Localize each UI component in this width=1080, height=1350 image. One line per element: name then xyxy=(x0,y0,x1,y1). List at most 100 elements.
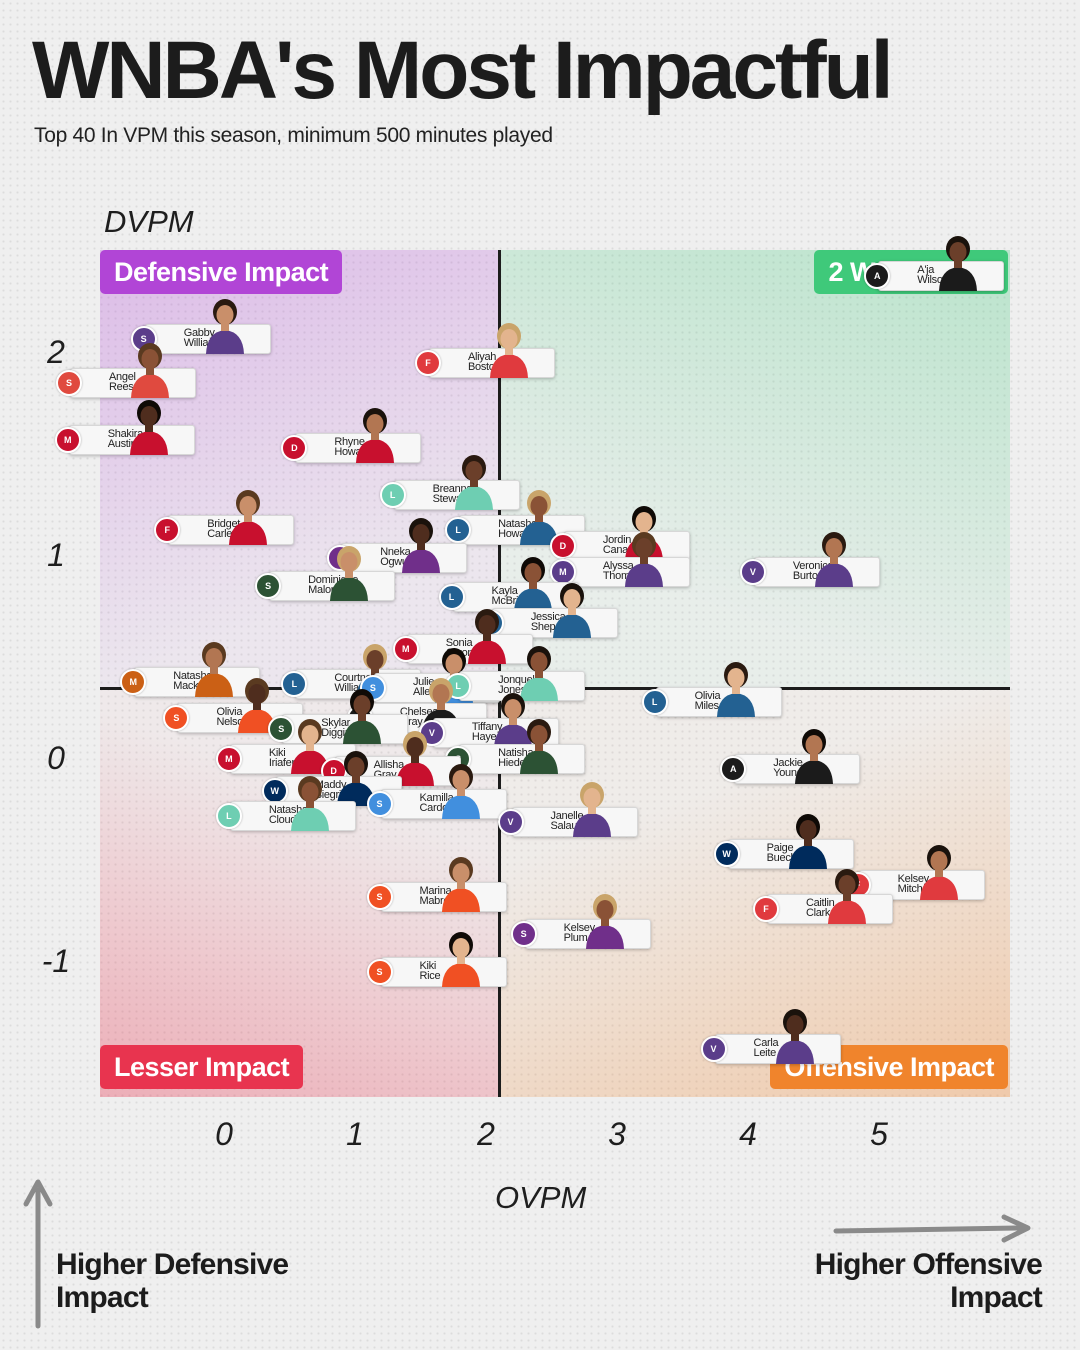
player-photo xyxy=(511,554,555,612)
footer-right-line2: Impact xyxy=(950,1281,1043,1314)
player-photo xyxy=(399,515,443,574)
team-logo-icon: D xyxy=(549,532,576,559)
x-tick-label: 0 xyxy=(215,1116,233,1152)
player-last-name: Gray xyxy=(399,716,423,729)
team-logo-icon: F xyxy=(154,516,181,543)
x-tick-label: 4 xyxy=(739,1116,757,1152)
player-last-name: Thomas xyxy=(602,570,641,583)
player-photo xyxy=(917,842,961,900)
player-photo xyxy=(812,529,856,588)
player-last-name: Boston xyxy=(467,361,501,374)
player-first-name: Jessica xyxy=(530,610,566,623)
player-photo xyxy=(393,728,437,787)
player-photo xyxy=(465,606,509,665)
footer-right-label: Higher Offensive Impact xyxy=(814,1248,1043,1314)
team-logo-icon: S xyxy=(268,715,295,742)
player-last-name: Mabrey xyxy=(419,895,455,908)
player-photo xyxy=(327,543,371,602)
player-last-name: Williams xyxy=(334,681,373,694)
player-last-name: Rice xyxy=(419,970,441,983)
player-last-name: Hayes xyxy=(471,730,502,743)
team-logo-icon: L xyxy=(215,802,242,829)
player-photo xyxy=(487,320,531,379)
player-last-name: Malonga xyxy=(308,584,349,597)
player-photo xyxy=(192,639,236,697)
y-tick-label: 2 xyxy=(47,334,65,370)
x-tick-label: 5 xyxy=(870,1116,888,1152)
player-first-name: Veronica xyxy=(792,560,834,573)
player-photo xyxy=(792,726,836,785)
player-first-name: Skylar xyxy=(321,716,351,729)
player-last-name: Wilson xyxy=(917,273,949,286)
team-logo-icon: S xyxy=(510,920,537,947)
player-first-name: Caitlin xyxy=(805,897,835,910)
team-logo-icon: L xyxy=(641,689,668,716)
team-logo-icon: S xyxy=(163,705,190,732)
player-first-name: Kamilla xyxy=(419,791,454,804)
team-logo-icon: F xyxy=(752,896,779,923)
player-last-name: Cloud xyxy=(268,813,297,826)
team-logo-icon: L xyxy=(379,482,406,509)
y-tick-label: -1 xyxy=(41,943,71,979)
player-last-name: Plum xyxy=(563,931,588,944)
player-first-name: Kelsey xyxy=(897,872,930,885)
player-first-name: Kiki xyxy=(268,747,286,759)
quadrant-bg-top-left xyxy=(100,250,500,689)
player-first-name: Jonquel xyxy=(498,673,535,686)
footer-left-label: Higher Defensive Impact xyxy=(56,1248,289,1314)
arrow-up-icon xyxy=(23,1179,53,1329)
player-photo xyxy=(353,405,397,464)
player-first-name: Marina xyxy=(419,885,452,898)
player-last-name: Iriafen xyxy=(268,757,298,769)
player-photo xyxy=(825,866,869,925)
player-first-name: Kayla xyxy=(491,584,518,597)
player-last-name: McBride xyxy=(491,594,531,607)
player-last-name: Leite xyxy=(753,1047,777,1060)
player-photo xyxy=(583,891,627,949)
x-tick-label: 2 xyxy=(477,1116,495,1152)
player-first-name: Chelsea xyxy=(399,706,439,719)
player-name-tag: Jonquel Jones xyxy=(459,670,586,701)
player-last-name: Gray xyxy=(373,769,397,782)
team-logo-icon: S xyxy=(366,959,393,986)
player-photo xyxy=(439,929,483,988)
player-photo xyxy=(439,854,483,913)
player-first-name: Kelsey xyxy=(563,921,596,934)
player-first-name: Natasha xyxy=(268,803,308,816)
player-first-name: Maddy xyxy=(314,779,347,792)
y-tick-label: 1 xyxy=(47,537,65,573)
player-first-name: Dominique xyxy=(308,574,359,587)
player-photo xyxy=(517,643,561,701)
player-last-name: Jones xyxy=(498,683,526,696)
x-tick-label: 1 xyxy=(346,1116,364,1152)
player-first-name: Paige xyxy=(766,842,794,855)
team-logo-icon: M xyxy=(54,427,81,454)
player-photo xyxy=(334,748,378,807)
player-first-name: Rhyne xyxy=(334,436,365,449)
player-last-name: Austin xyxy=(107,438,137,451)
team-logo-icon: S xyxy=(255,573,282,600)
player-first-name: Natasha xyxy=(498,517,537,530)
player-first-name: Kiki xyxy=(419,960,437,973)
player-last-name: Diggins xyxy=(321,726,356,739)
team-logo-icon: D xyxy=(281,435,308,462)
player-first-name: A'ja xyxy=(917,263,935,276)
player-photo xyxy=(936,233,980,291)
player-last-name: Burton xyxy=(792,570,824,583)
player-first-name: Gabby xyxy=(183,326,215,339)
player-first-name: Alyssa xyxy=(602,560,634,573)
footer-left-line1: Higher Defensive xyxy=(56,1248,289,1281)
player-first-name: Jordin xyxy=(602,533,632,546)
player-photo xyxy=(127,397,171,456)
player-photo xyxy=(235,675,279,734)
footer-right-line1: Higher Offensive xyxy=(814,1248,1043,1281)
player-last-name: Howard xyxy=(334,446,371,459)
team-logo-icon: L xyxy=(438,583,465,610)
team-logo-icon: A xyxy=(720,756,747,783)
player-first-name: Julie xyxy=(412,675,435,688)
player-first-name: Natasha xyxy=(173,669,213,682)
team-logo-icon: V xyxy=(497,808,524,835)
quadrant-label-bottom-left: Lesser Impact xyxy=(100,1045,304,1090)
player-last-name: Bueckers xyxy=(766,852,811,865)
player-last-name: Reese xyxy=(109,381,140,394)
